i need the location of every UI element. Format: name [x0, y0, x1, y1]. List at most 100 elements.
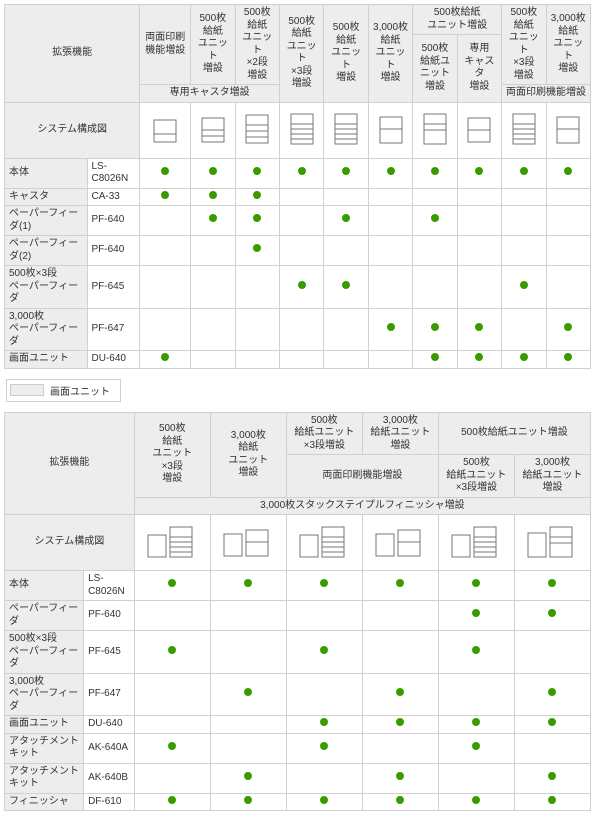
dot-cell: [286, 733, 362, 763]
dot-cell: [546, 266, 590, 309]
legend: 画面ユニット: [6, 379, 121, 402]
t2h-0: 500枚給紙ユニット×3段増設: [134, 412, 210, 497]
dot-cell: [546, 158, 590, 188]
config-icon: [210, 515, 286, 571]
dot-icon: [320, 796, 328, 804]
dot-cell: [362, 733, 438, 763]
dot-cell: [191, 236, 235, 266]
dot-icon: [387, 167, 395, 175]
row-label: ペーパーフィーダ(1): [5, 206, 88, 236]
dot-cell: [210, 631, 286, 674]
row-label: アタッチメントキット: [5, 763, 84, 793]
dot-cell: [368, 206, 412, 236]
config-icon: [191, 102, 235, 158]
row-label: ペーパーフィーダ: [5, 601, 84, 631]
dot-cell: [502, 188, 546, 206]
t1h-5: 3,000枚給紙ユニット増設: [368, 5, 412, 103]
dot-icon: [564, 323, 572, 331]
dot-icon: [161, 191, 169, 199]
dot-icon: [396, 796, 404, 804]
dot-icon: [161, 167, 169, 175]
row-model: PF-647: [84, 673, 135, 716]
table-row: 本体LS-C8026N: [5, 571, 591, 601]
row-model: LS-C8026N: [84, 571, 135, 601]
table-row: 画面ユニットDU-640: [5, 716, 591, 734]
table-row: ペーパーフィーダPF-640: [5, 601, 591, 631]
table-row: 500枚×3段ペーパーフィーダPF-645: [5, 266, 591, 309]
dot-icon: [342, 214, 350, 222]
dot-icon: [244, 688, 252, 696]
dot-cell: [368, 188, 412, 206]
row-label: 500枚×3段ペーパーフィーダ: [5, 266, 88, 309]
dot-cell: [235, 188, 279, 206]
row-label: 画面ユニット: [5, 351, 88, 369]
dot-icon: [396, 579, 404, 587]
dot-cell: [210, 763, 286, 793]
table-row: 画面ユニットDU-640: [5, 351, 591, 369]
row-model: DU-640: [84, 716, 135, 734]
dot-cell: [438, 571, 514, 601]
dot-cell: [210, 571, 286, 601]
row-model: PF-645: [87, 266, 140, 309]
row-label: 500枚×3段ペーパーフィーダ: [5, 631, 84, 674]
expansion-header: 拡張機能: [5, 5, 140, 103]
dot-icon: [168, 796, 176, 804]
dot-icon: [475, 353, 483, 361]
dot-icon: [520, 281, 528, 289]
dot-icon: [168, 579, 176, 587]
dot-icon: [320, 718, 328, 726]
dot-icon: [431, 167, 439, 175]
dot-icon: [168, 646, 176, 654]
dot-cell: [362, 763, 438, 793]
table-row: 本体LS-C8026N: [5, 158, 591, 188]
dot-cell: [191, 206, 235, 236]
table-row: アタッチメントキットAK-640A: [5, 733, 591, 763]
t1h-0: 両面印刷機能増設: [140, 5, 191, 85]
dot-cell: [502, 266, 546, 309]
dot-cell: [514, 673, 590, 716]
dot-cell: [368, 308, 412, 351]
dot-cell: [368, 236, 412, 266]
dot-cell: [140, 308, 191, 351]
dot-cell: [514, 793, 590, 811]
dot-cell: [502, 158, 546, 188]
dot-cell: [286, 793, 362, 811]
dot-cell: [134, 673, 210, 716]
t1h-sub1: 専用キャスタ増設: [457, 35, 501, 103]
dot-cell: [134, 793, 210, 811]
t1h-6: 500枚給紙ユニット増設: [413, 5, 502, 35]
dot-cell: [279, 206, 323, 236]
dot-cell: [279, 308, 323, 351]
dot-cell: [279, 158, 323, 188]
dot-cell: [514, 763, 590, 793]
t1h-8: 3,000枚給紙ユニット増設: [546, 5, 590, 85]
t1h-4: 500枚給紙ユニット増設: [324, 5, 368, 103]
dot-icon: [475, 167, 483, 175]
t2h-sub1: 3,000枚給紙ユニット増設: [514, 455, 590, 498]
dot-icon: [253, 191, 261, 199]
dot-icon: [342, 167, 350, 175]
dot-cell: [134, 733, 210, 763]
dot-cell: [438, 673, 514, 716]
dot-cell: [502, 236, 546, 266]
dot-cell: [362, 631, 438, 674]
dot-icon: [168, 742, 176, 750]
dot-icon: [472, 646, 480, 654]
legend-label: 画面ユニット: [50, 383, 110, 398]
row-model: PF-640: [84, 601, 135, 631]
row-model: DF-610: [84, 793, 135, 811]
dot-cell: [235, 351, 279, 369]
table-row: キャスタCA-33: [5, 188, 591, 206]
config-icon: [134, 515, 210, 571]
dot-cell: [438, 733, 514, 763]
t2h-1: 3,000枚給紙ユニット増設: [210, 412, 286, 497]
dot-cell: [140, 206, 191, 236]
dot-cell: [368, 351, 412, 369]
dot-cell: [210, 716, 286, 734]
row-label: ペーパーフィーダ(2): [5, 236, 88, 266]
dot-icon: [320, 646, 328, 654]
dot-cell: [514, 733, 590, 763]
dot-icon: [244, 796, 252, 804]
dot-icon: [298, 281, 306, 289]
dot-cell: [134, 571, 210, 601]
